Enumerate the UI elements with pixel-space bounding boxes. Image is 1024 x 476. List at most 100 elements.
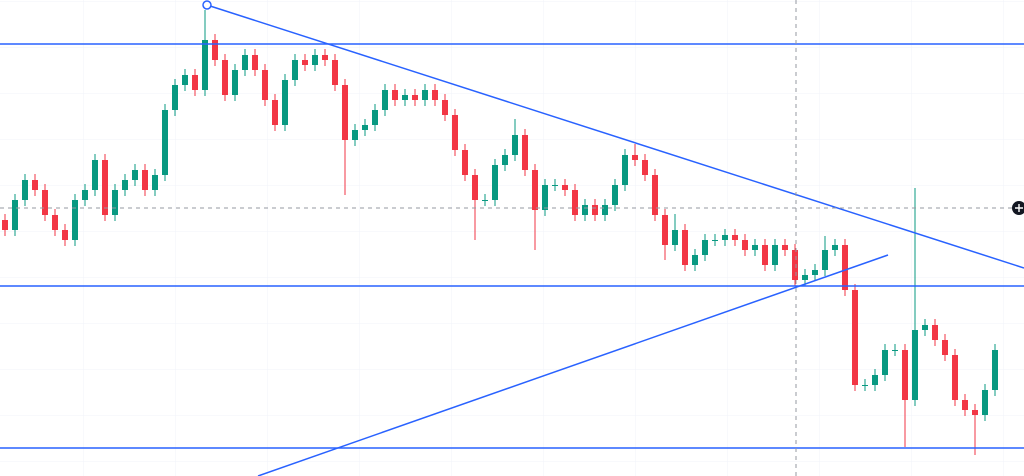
candle-body [912, 330, 918, 400]
candle-body [922, 325, 928, 330]
candle-body [832, 245, 838, 250]
candle-body [282, 80, 288, 125]
candle-body [232, 70, 238, 95]
candle-body [502, 155, 508, 165]
candle-body [442, 100, 448, 115]
candle-body [82, 190, 88, 200]
candle-body [782, 245, 788, 250]
candle-body [902, 350, 908, 400]
add-button-icon[interactable] [1015, 204, 1023, 212]
candle-body [812, 270, 818, 275]
candle-body [552, 185, 558, 186]
candle-body [362, 125, 368, 130]
candle-body [262, 70, 268, 100]
candle-body [242, 55, 248, 70]
candle-body [352, 130, 358, 140]
candle-body [542, 185, 548, 210]
candle-body [152, 175, 158, 190]
candle-body [692, 255, 698, 265]
trendline [206, 4, 1024, 269]
candle-body [92, 160, 98, 190]
candle-body [72, 200, 78, 240]
candle-body [12, 200, 18, 230]
candle-body [862, 385, 868, 386]
candle-body [822, 250, 828, 270]
candle-body [652, 175, 658, 215]
candle-body [582, 205, 588, 215]
candle-body [762, 245, 768, 265]
candle-body [302, 60, 308, 65]
candle-body [172, 85, 178, 110]
candle-body [622, 155, 628, 185]
candle-body [872, 375, 878, 385]
trendline-anchor [202, 0, 212, 10]
candle-body [792, 250, 798, 280]
candle-body [332, 60, 338, 85]
candle-body [22, 180, 28, 200]
candle-body [212, 40, 218, 60]
candle-body [422, 90, 428, 100]
candle-body [342, 85, 348, 140]
candle-body [42, 190, 48, 215]
add-button[interactable] [1012, 201, 1024, 215]
candle-body [372, 110, 378, 125]
candle-body [742, 240, 748, 250]
candle-body [642, 160, 648, 175]
candle-body [102, 160, 108, 215]
candle-body [482, 200, 488, 201]
candle-body [52, 215, 58, 230]
candle-body [992, 350, 998, 390]
candle-body [672, 230, 678, 245]
candle-body [192, 75, 198, 90]
candle-body [572, 190, 578, 215]
candle-body [972, 410, 978, 415]
candle-body [612, 185, 618, 205]
candle-body [222, 60, 228, 95]
candle-body [732, 235, 738, 240]
candle-body [942, 340, 948, 355]
candle-body [952, 355, 958, 400]
candle-body [592, 205, 598, 215]
candle-body [182, 75, 188, 85]
candle-body [472, 175, 478, 200]
candle-body [382, 90, 388, 110]
candle-body [492, 165, 498, 200]
candle-body [272, 100, 278, 125]
candle-body [752, 245, 758, 250]
candle-body [412, 95, 418, 100]
candle-body [712, 240, 718, 241]
candle-body [462, 150, 468, 175]
candle-body [112, 190, 118, 215]
candle-body [522, 135, 528, 170]
candle-body [132, 170, 138, 180]
candle-body [772, 245, 778, 265]
candle-body [722, 235, 728, 240]
candle-body [802, 275, 808, 280]
candle-body [562, 185, 568, 190]
candle-body [432, 90, 438, 100]
candle-body [162, 110, 168, 175]
trendline [257, 254, 889, 476]
candle-body [402, 95, 408, 100]
candle-body [842, 245, 848, 290]
candle-body [252, 55, 258, 70]
candle-body [32, 180, 38, 190]
candle-body [932, 325, 938, 340]
candle-body [2, 220, 8, 230]
candle-body [892, 350, 898, 351]
candle-body [512, 135, 518, 155]
candle-body [452, 115, 458, 150]
candle-body [322, 55, 328, 60]
candle-body [122, 180, 128, 190]
candle-body [142, 170, 148, 190]
candle-body [702, 240, 708, 255]
candle-body [532, 170, 538, 210]
candle-body [392, 90, 398, 100]
candle-body [292, 60, 298, 80]
candle-body [202, 40, 208, 90]
candle-body [962, 400, 968, 410]
